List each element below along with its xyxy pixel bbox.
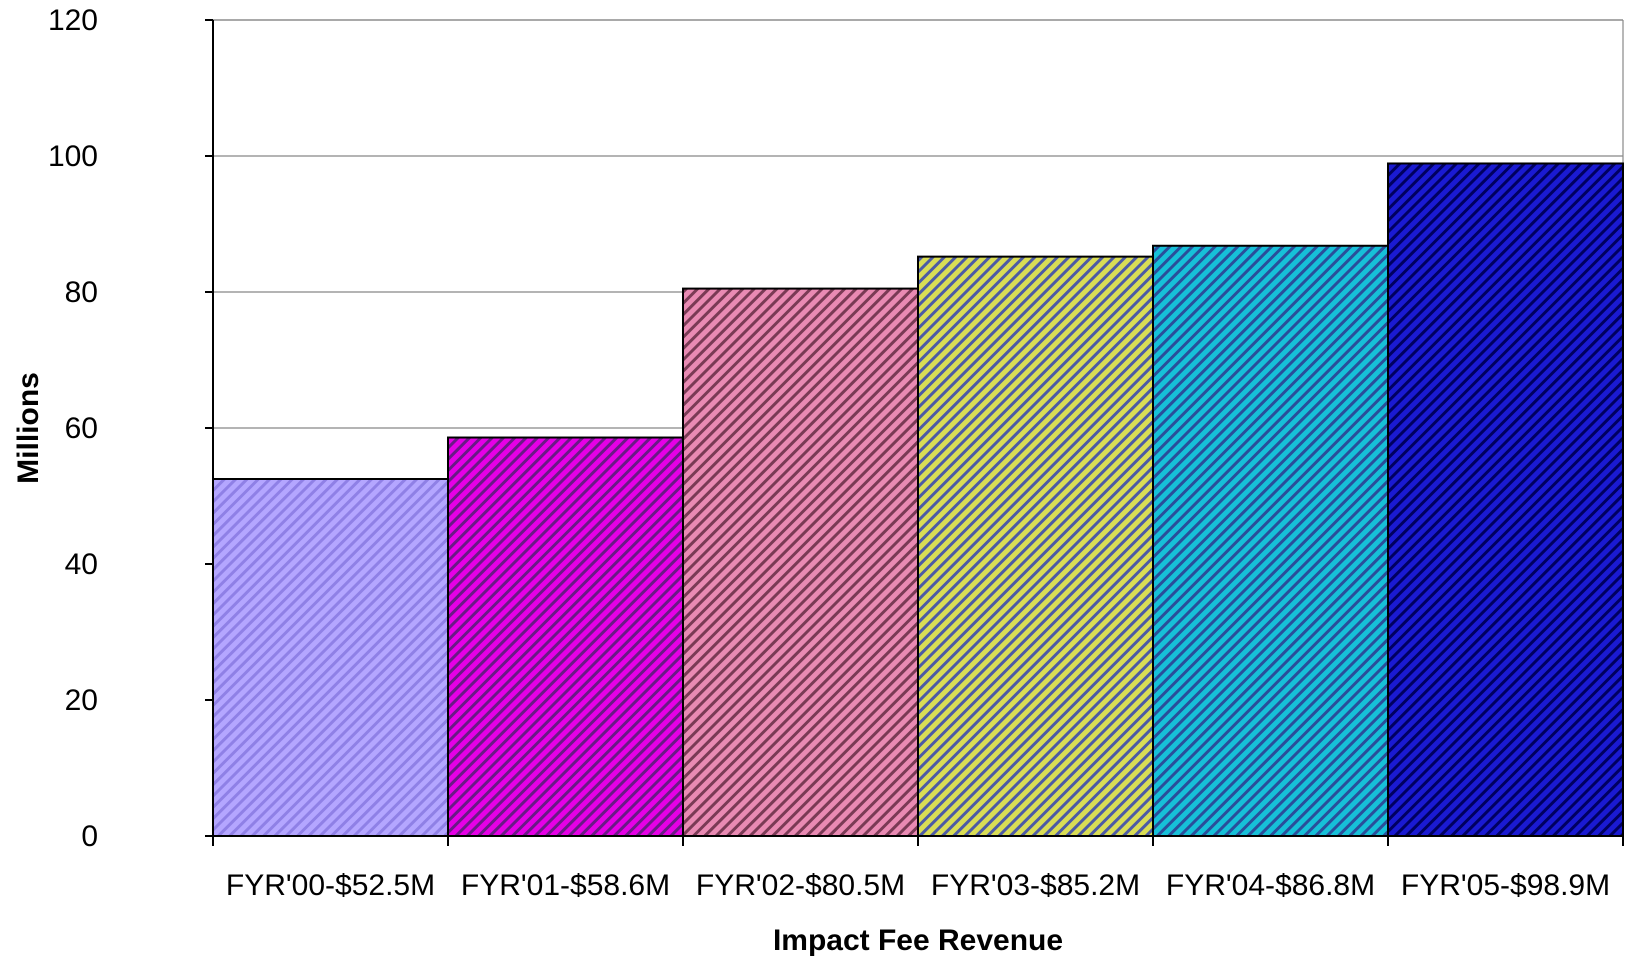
bar <box>917 255 1154 837</box>
bar <box>682 287 919 838</box>
y-tick-label: 20 <box>65 684 98 717</box>
y-tick-label: 40 <box>65 548 98 581</box>
x-axis-title: Impact Fee Revenue <box>773 924 1063 957</box>
bar <box>1152 244 1389 837</box>
x-tick-label: FYR'04-$86.8M <box>1166 869 1375 902</box>
bar <box>447 436 684 837</box>
x-tick-label: FYR'05-$98.9M <box>1401 869 1610 902</box>
y-tick-labels: 0 20 40 60 80 100 120 <box>48 4 98 853</box>
y-tick-label: 100 <box>48 140 98 173</box>
x-tick-label: FYR'03-$85.2M <box>931 869 1140 902</box>
y-tick-label: 80 <box>65 276 98 309</box>
y-tick-label: 120 <box>48 4 98 37</box>
y-tick-label: 60 <box>65 412 98 445</box>
bar <box>1387 162 1624 838</box>
x-tick-labels: FYR'00-$52.5M FYR'01-$58.6M FYR'02-$80.5M F… <box>226 869 1610 902</box>
x-tick-label: FYR'02-$80.5M <box>696 869 905 902</box>
axes <box>205 19 1624 846</box>
x-tick-label: FYR'01-$58.6M <box>461 869 670 902</box>
y-axis-title: Millions <box>12 372 45 484</box>
bars <box>212 162 1624 838</box>
bar <box>212 478 449 837</box>
x-tick-label: FYR'00-$52.5M <box>226 869 435 902</box>
y-tick-label: 0 <box>81 820 98 853</box>
